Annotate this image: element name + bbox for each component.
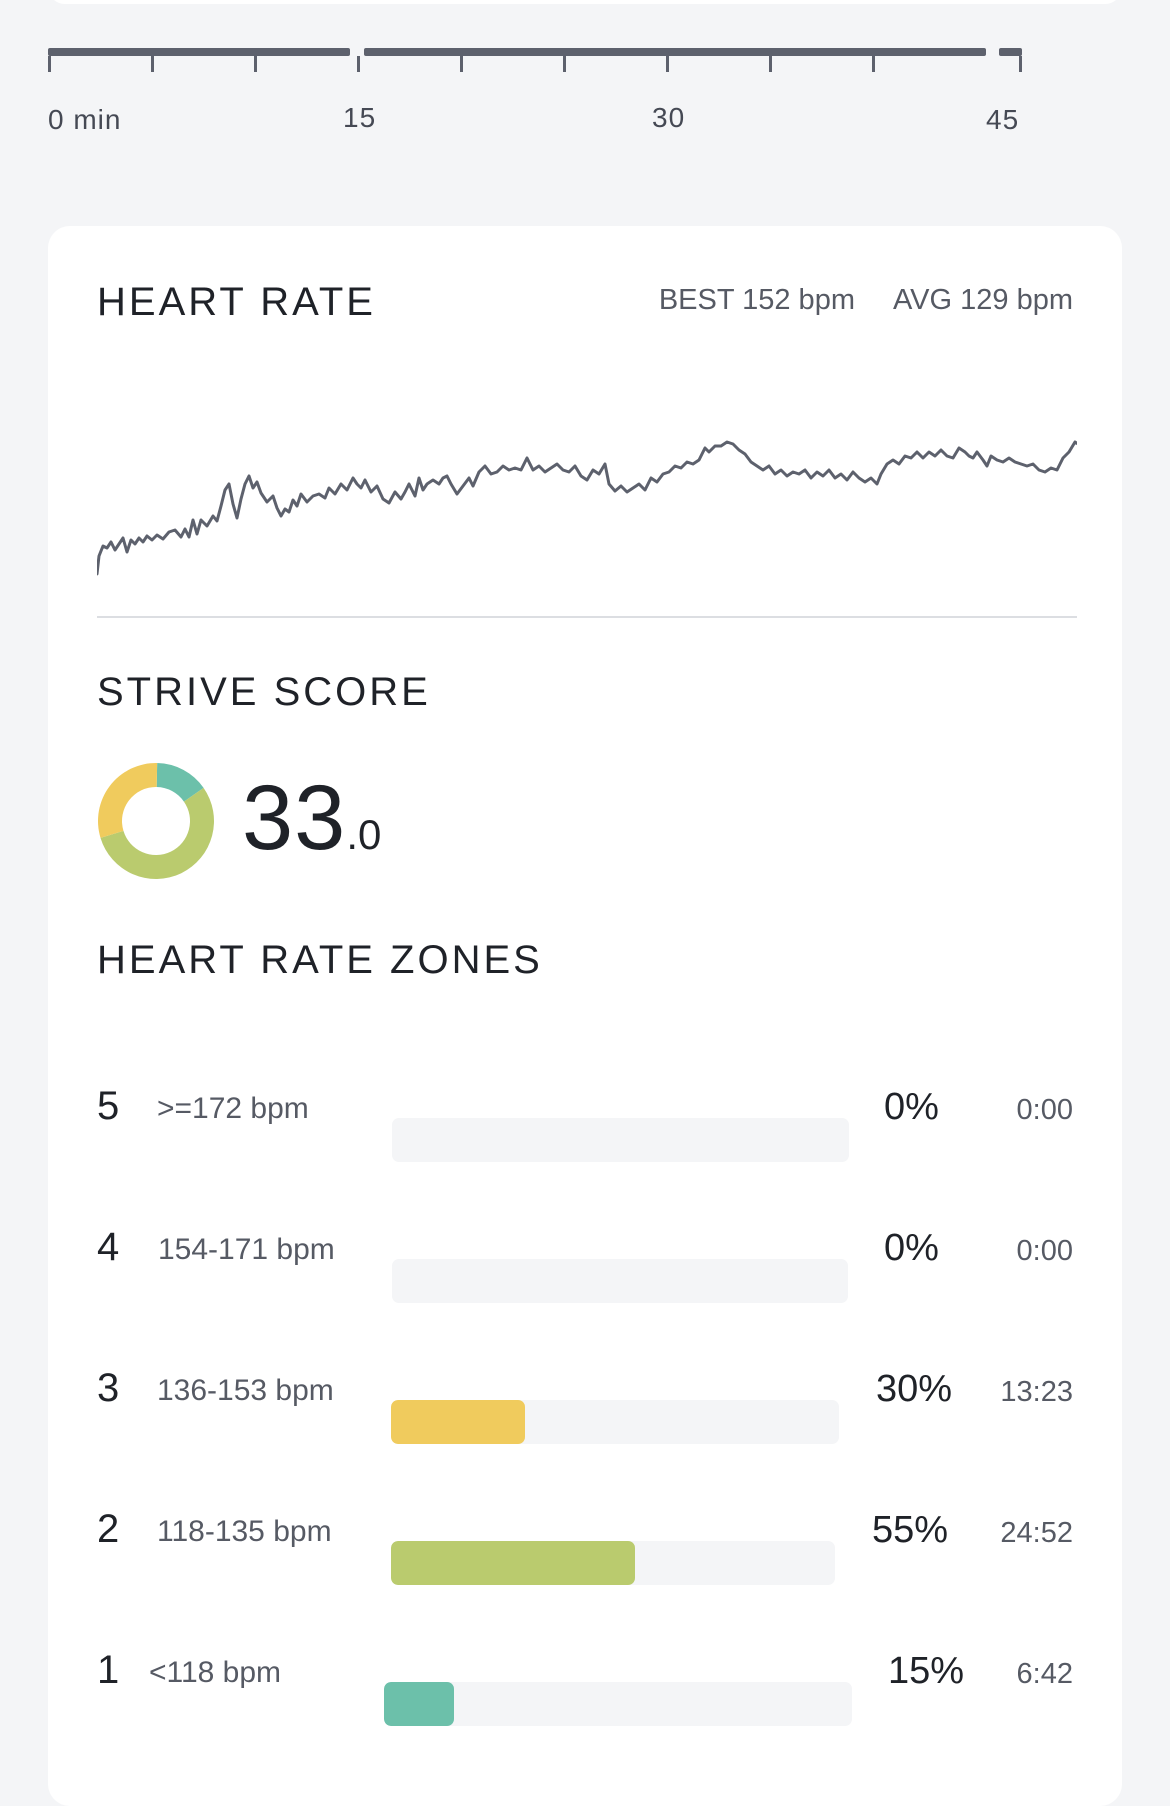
zone-duration: 0:00 (1016, 1235, 1073, 1267)
strive-score-integer: 33 (242, 767, 347, 869)
timeline-tick (563, 56, 566, 72)
timeline-tick (254, 56, 257, 72)
zone-row: 4 154-171 bpm 0% 0:00 (48, 1223, 1122, 1303)
zone-row: 1 <118 bpm 15% 6:42 (48, 1646, 1122, 1726)
timeline-label-30: 30 (652, 102, 686, 133)
zone-range: 154-171 bpm (158, 1233, 335, 1266)
zone-percentage: 55% (872, 1509, 949, 1551)
heart-rate-graph (97, 440, 1077, 576)
zone-bar-track (392, 1118, 849, 1162)
heart-rate-title: HEART RATE (97, 280, 376, 324)
timeline-segment (999, 48, 1022, 56)
timeline-tick (151, 56, 154, 72)
timeline-tick (48, 56, 51, 72)
timeline-label-start: 0 min (48, 104, 122, 135)
zone-duration: 24:52 (1000, 1517, 1073, 1549)
zone-bar-track (391, 1541, 835, 1585)
strive-score-value: 33.0 (242, 766, 381, 871)
timeline-tick (872, 56, 875, 72)
timeline-segment (364, 48, 986, 56)
donut-segment-zone-2 (100, 787, 214, 879)
heart-rate-stats: BEST 152 bpm AVG 129 bpm (659, 284, 1073, 317)
timeline-label-15: 15 (343, 102, 377, 133)
zone-percentage: 15% (888, 1650, 965, 1692)
zone-percentage: 0% (884, 1086, 939, 1128)
zone-bar-track (384, 1682, 852, 1726)
zone-number: 1 (97, 1648, 120, 1692)
zone-number: 4 (97, 1225, 120, 1269)
heart-rate-line (97, 440, 1077, 576)
timeline-segment (48, 48, 350, 56)
zone-range: 136-153 bpm (157, 1374, 334, 1407)
previous-card (48, 0, 1122, 4)
zone-number: 3 (97, 1366, 120, 1410)
zone-bar-track (391, 1400, 839, 1444)
zone-duration: 13:23 (1000, 1376, 1073, 1408)
strive-score-title: STRIVE SCORE (97, 670, 431, 714)
zone-range: <118 bpm (149, 1656, 282, 1689)
timeline-label-45: 45 (986, 104, 1020, 135)
strive-score-donut (98, 763, 214, 879)
timeline-tick (666, 56, 669, 72)
zone-duration: 0:00 (1016, 1094, 1073, 1126)
strive-score-decimal: .0 (346, 811, 382, 858)
zone-percentage: 0% (884, 1227, 939, 1269)
zone-range: >=172 bpm (157, 1092, 309, 1125)
zone-number: 2 (97, 1507, 120, 1551)
heart-rate-zones-title: HEART RATE ZONES (97, 938, 543, 982)
zone-bar-fill (384, 1682, 455, 1726)
timeline-tick (1019, 56, 1022, 72)
timeline-tick (460, 56, 463, 72)
zone-bar-fill (391, 1541, 636, 1585)
heart-rate-avg: AVG 129 bpm (892, 284, 1073, 316)
donut-segment-zone-3 (98, 763, 158, 838)
zone-number: 5 (97, 1084, 120, 1128)
zone-duration: 6:42 (1016, 1658, 1073, 1690)
zone-percentage: 30% (876, 1368, 953, 1410)
zone-bar-track (392, 1259, 848, 1303)
workout-metrics-card: HEART RATE BEST 152 bpm AVG 129 bpm STRI… (48, 226, 1122, 1806)
timeline-tick (357, 56, 360, 72)
zone-range: 118-135 bpm (157, 1515, 332, 1548)
donut-segment-zone-1 (156, 763, 204, 802)
time-axis: 0 min 15 30 45 (48, 46, 1122, 146)
heart-rate-best: BEST 152 bpm (658, 284, 855, 316)
section-divider (97, 616, 1077, 618)
zone-row: 5 >=172 bpm 0% 0:00 (48, 1082, 1122, 1162)
zone-row: 2 118-135 bpm 55% 24:52 (48, 1505, 1122, 1585)
zone-bar-fill (391, 1400, 526, 1444)
zone-row: 3 136-153 bpm 30% 13:23 (48, 1364, 1122, 1444)
timeline-tick (769, 56, 772, 72)
